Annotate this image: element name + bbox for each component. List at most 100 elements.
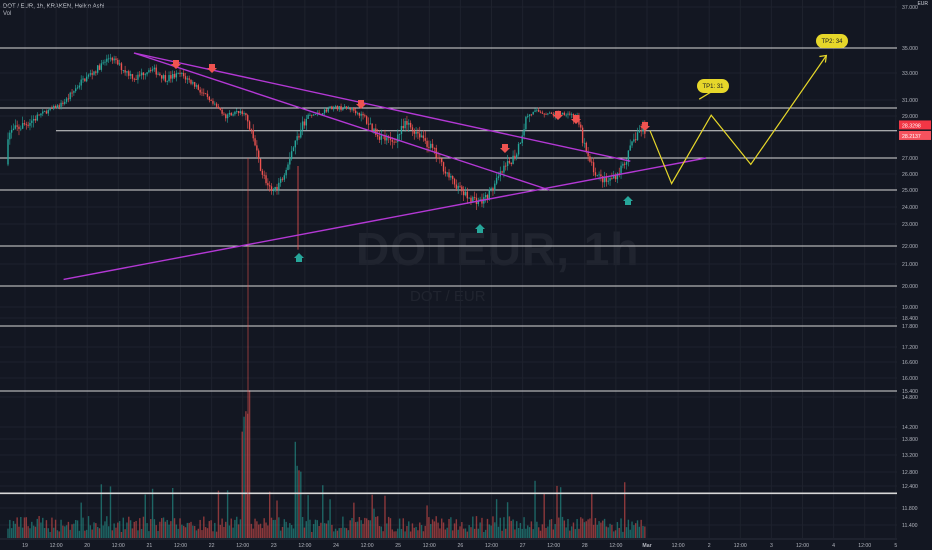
candle-body	[591, 161, 593, 163]
candle-body	[386, 137, 388, 141]
candle-body	[598, 174, 600, 176]
candle-body	[239, 111, 242, 114]
volume-bar	[428, 517, 430, 538]
horizontal-levels	[0, 47, 897, 495]
time-axis[interactable]: 19 12:00 20 12:00 21 12:00 22 12:00 23 12:00 24 12:…	[0, 538, 897, 549]
candle-body	[400, 125, 403, 135]
volume-bar	[111, 530, 114, 538]
candle-body	[60, 102, 62, 107]
volume-bar	[468, 525, 470, 538]
volume-bar	[18, 526, 20, 538]
volume-bar	[592, 524, 595, 538]
price-tick-label: 35.000	[902, 46, 918, 52]
volume-bar	[73, 523, 75, 538]
candle-body	[333, 106, 335, 110]
candle-body	[164, 75, 167, 82]
volume-bar	[311, 531, 313, 538]
candle-body	[270, 186, 273, 191]
candle-body	[197, 85, 200, 90]
price-tick-label: 16.600	[902, 360, 918, 366]
candle-body	[362, 113, 364, 116]
volume-bar	[106, 516, 108, 538]
candle-body	[503, 165, 505, 173]
projection-arrowhead	[819, 54, 828, 63]
volume-bar	[283, 519, 286, 538]
candle-body	[151, 69, 154, 71]
volume-bar	[131, 528, 134, 538]
candle-body	[380, 134, 383, 140]
candle-body	[486, 195, 489, 200]
candle-body	[128, 71, 130, 76]
candle-body	[307, 114, 309, 119]
price-tick-label: 14.800	[902, 395, 918, 401]
volume-bar	[516, 521, 518, 538]
down-arrow-icon	[500, 144, 510, 153]
volume-bar	[53, 527, 55, 538]
candle-body	[31, 120, 33, 123]
candle-body	[364, 115, 366, 117]
volume-bar	[325, 523, 328, 538]
volume-bar	[640, 519, 642, 538]
volume-bar	[353, 502, 355, 538]
volume-bar	[98, 528, 101, 538]
volume-bar	[545, 527, 547, 538]
candle-body	[139, 74, 141, 76]
volume-bar	[351, 518, 353, 538]
volume-bar	[122, 517, 124, 538]
volume-bar	[527, 525, 529, 538]
candle-body	[428, 146, 430, 148]
volume-bar	[503, 517, 505, 538]
volume-bar	[301, 516, 304, 538]
volume-bar	[173, 518, 176, 538]
candle-body	[184, 76, 187, 80]
candle-body	[172, 74, 174, 79]
candle-body	[624, 163, 626, 165]
volume-bar	[481, 517, 483, 538]
volume-bar	[565, 527, 567, 538]
candle-body	[45, 111, 48, 114]
candle-body	[199, 89, 201, 93]
price-axis[interactable]: 37.000 35.000 33.000 31.000 29.000 27.000 26.0…	[899, 5, 931, 529]
projection-line	[649, 55, 827, 185]
candle-body	[451, 176, 454, 179]
volume-bar	[182, 525, 185, 538]
volume-bar	[521, 528, 523, 538]
time-tick-label: 12:00	[112, 543, 125, 549]
volume-bar	[629, 529, 631, 538]
volume-bar	[12, 521, 15, 538]
volume-bar	[638, 526, 641, 538]
volume-bar	[120, 531, 123, 538]
candle-body	[349, 108, 351, 110]
candle-body	[51, 108, 53, 109]
volume-bar	[459, 526, 461, 538]
volume-bar	[466, 531, 469, 538]
volume-bar	[490, 525, 492, 538]
candle-body	[517, 143, 520, 155]
volume-bar	[64, 526, 66, 538]
volume-bar	[431, 519, 434, 538]
volume-bar	[393, 531, 395, 538]
candle-body	[69, 92, 71, 100]
up-arrow-icon	[475, 224, 485, 233]
candle-body	[49, 108, 51, 110]
volume-bar	[528, 527, 531, 538]
volume-bar	[206, 528, 209, 538]
volume-bar	[84, 530, 86, 538]
volume-bar	[300, 471, 302, 538]
candle-body	[109, 57, 112, 59]
volume-bar	[29, 528, 31, 538]
candle-body	[311, 114, 313, 116]
projection-path	[649, 54, 828, 185]
volume-bar	[497, 526, 500, 538]
volume-bar	[268, 491, 271, 538]
candle-body	[521, 135, 523, 143]
candle-body	[411, 127, 414, 131]
volume-bar	[225, 521, 227, 538]
candle-body	[437, 157, 439, 159]
price-tick-label: 27.000	[902, 156, 918, 162]
time-tick-label: 26	[458, 543, 464, 549]
candle-body	[468, 197, 470, 199]
candle-body	[258, 150, 260, 159]
candle-body	[100, 63, 103, 70]
